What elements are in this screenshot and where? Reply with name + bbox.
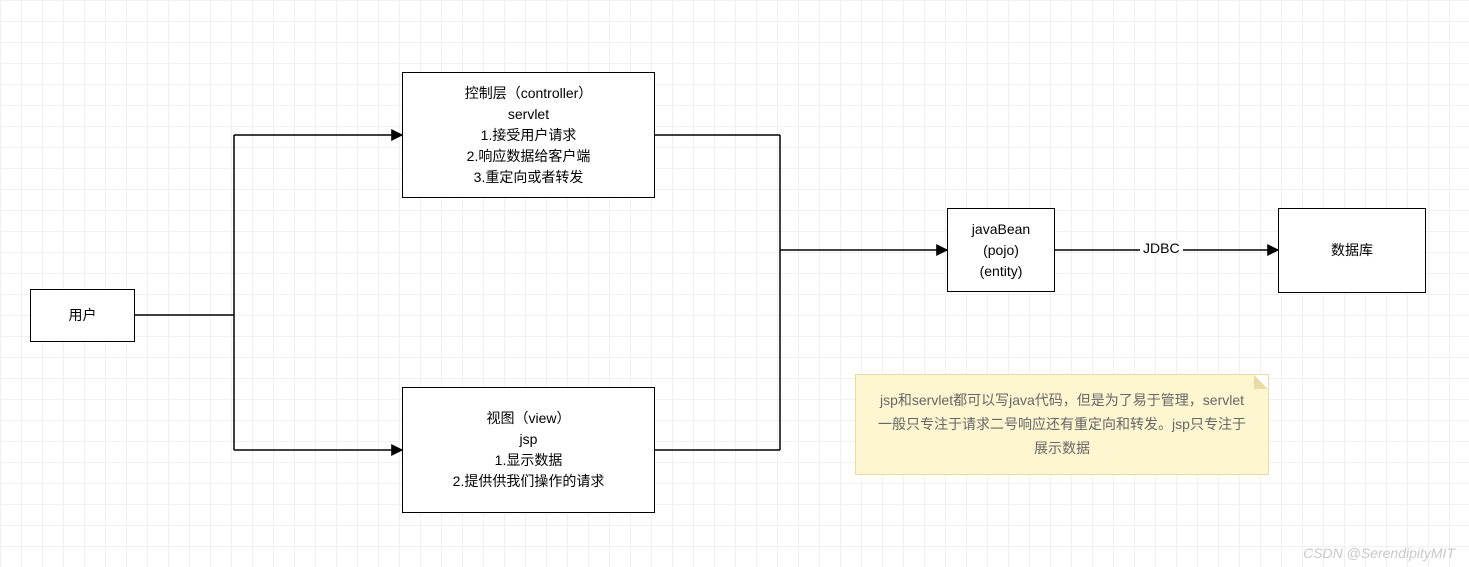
node-user: 用户 [30, 289, 135, 342]
edges-layer [0, 0, 1469, 567]
node-controller: 控制层（controller） servlet 1.接受用户请求 2.响应数据给… [402, 72, 655, 198]
diagram-canvas: 用户 控制层（controller） servlet 1.接受用户请求 2.响应… [0, 0, 1469, 567]
node-view: 视图（view） jsp 1.显示数据 2.提供供我们操作的请求 [402, 387, 655, 513]
controller-line1: 控制层（controller） [465, 83, 593, 104]
view-line2: jsp [520, 429, 538, 450]
controller-line3: 1.接受用户请求 [481, 125, 577, 146]
view-line4: 2.提供供我们操作的请求 [453, 471, 605, 492]
view-line3: 1.显示数据 [495, 450, 563, 471]
javabean-line3: (entity) [980, 261, 1023, 282]
javabean-line1: javaBean [972, 219, 1030, 240]
controller-line2: servlet [508, 104, 549, 125]
database-label: 数据库 [1331, 240, 1373, 261]
edge-label-jdbc: JDBC [1140, 240, 1183, 256]
view-line1: 视图（view） [486, 408, 570, 429]
controller-line4: 2.响应数据给客户端 [467, 146, 591, 167]
node-database: 数据库 [1278, 208, 1426, 293]
watermark: CSDN @SerendipityMIT [1303, 545, 1455, 561]
javabean-line2: (pojo) [983, 240, 1019, 261]
note-text: jsp和servlet都可以写java代码，但是为了易于管理，servlet一般… [878, 392, 1246, 456]
node-javabean: javaBean (pojo) (entity) [947, 208, 1055, 292]
controller-line5: 3.重定向或者转发 [474, 167, 584, 188]
node-user-label: 用户 [69, 305, 97, 326]
note-explanation: jsp和servlet都可以写java代码，但是为了易于管理，servlet一般… [855, 374, 1269, 475]
